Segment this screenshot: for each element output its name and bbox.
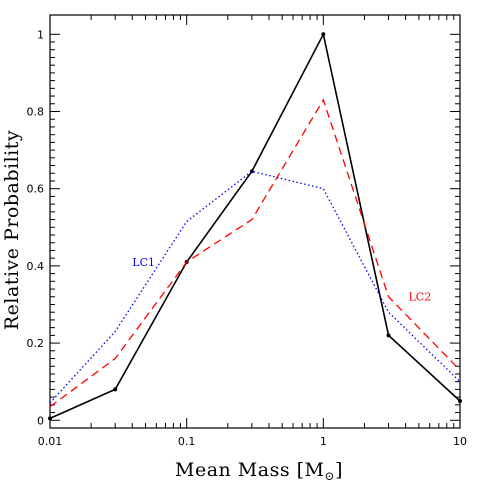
series-group: [48, 31, 462, 421]
series-line-lc1: [49, 170, 461, 404]
axis-ticks: [49, 15, 460, 428]
x-axis-label-text: Mean Mass [M: [175, 459, 325, 481]
data-point-black: [113, 387, 118, 392]
x-axis-label-subscript: ⊙: [325, 469, 336, 483]
plot-frame: [49, 14, 461, 429]
y-tick-label: 0.8: [27, 105, 45, 118]
x-tick-label: 10: [453, 435, 467, 448]
x-axis-label-close: ]: [335, 459, 343, 481]
data-point-black: [321, 32, 326, 37]
series-line-lc2: [49, 98, 461, 408]
data-point-black: [458, 398, 462, 403]
x-tick-label: 1: [320, 435, 327, 448]
y-tick-label: 0.6: [27, 183, 45, 196]
y-tick-label: 0.4: [27, 260, 45, 273]
x-tick-label: 0.1: [178, 435, 196, 448]
x-axis-label: Mean Mass [M⊙]: [175, 459, 343, 483]
data-point-black: [48, 416, 52, 421]
y-tick-label: 1: [37, 28, 44, 41]
x-tick-label: 0.01: [38, 435, 63, 448]
y-tick-label: 0: [37, 414, 44, 427]
series-annotation: LC1: [132, 256, 155, 269]
tick-labels: 0.01 0.1 1 10 0 0.2 0.4 0.6 0.8 1: [27, 28, 468, 448]
y-tick-label: 0.2: [27, 337, 45, 350]
y-axis-label: Relative Probability: [1, 130, 23, 330]
data-point-black: [386, 333, 391, 338]
series-annotations: LC1 LC2: [132, 256, 431, 304]
series-annotation: LC2: [409, 291, 432, 304]
series-line-black: [49, 31, 461, 420]
